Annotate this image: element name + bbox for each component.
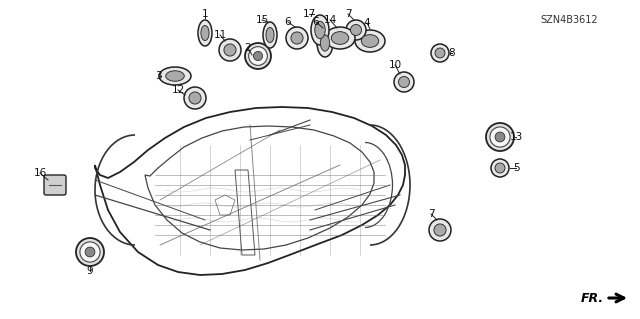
Text: 6: 6 — [313, 17, 319, 27]
Ellipse shape — [317, 29, 333, 57]
Ellipse shape — [266, 27, 274, 42]
Text: 3: 3 — [155, 71, 161, 81]
Ellipse shape — [362, 35, 379, 48]
Circle shape — [76, 238, 104, 266]
Ellipse shape — [263, 22, 277, 48]
Text: 2: 2 — [244, 43, 252, 53]
Circle shape — [486, 123, 514, 151]
Text: 4: 4 — [364, 18, 371, 28]
Ellipse shape — [332, 32, 349, 44]
Circle shape — [394, 72, 414, 92]
Circle shape — [291, 32, 303, 44]
Ellipse shape — [166, 71, 184, 81]
Circle shape — [434, 224, 446, 236]
Circle shape — [351, 25, 362, 35]
Circle shape — [253, 51, 262, 61]
Text: SZN4B3612: SZN4B3612 — [540, 15, 598, 25]
Circle shape — [85, 247, 95, 257]
Ellipse shape — [321, 35, 330, 51]
Circle shape — [435, 48, 445, 58]
Circle shape — [431, 44, 449, 62]
Text: 13: 13 — [509, 132, 523, 142]
Text: 10: 10 — [388, 60, 401, 70]
Circle shape — [224, 44, 236, 56]
Text: 14: 14 — [323, 15, 337, 25]
Text: 17: 17 — [302, 9, 316, 19]
Circle shape — [491, 159, 509, 177]
Text: 12: 12 — [172, 85, 184, 95]
Circle shape — [80, 242, 100, 262]
Text: FR.: FR. — [581, 293, 604, 306]
Text: 7: 7 — [345, 9, 351, 19]
Text: 7: 7 — [428, 209, 435, 219]
Circle shape — [495, 132, 505, 142]
Circle shape — [184, 87, 206, 109]
Text: 6: 6 — [285, 17, 291, 27]
Text: 9: 9 — [86, 266, 93, 276]
Circle shape — [286, 27, 308, 49]
Ellipse shape — [315, 21, 325, 39]
Ellipse shape — [198, 20, 212, 46]
FancyBboxPatch shape — [44, 175, 66, 195]
Text: 16: 16 — [33, 168, 47, 178]
Ellipse shape — [201, 26, 209, 41]
Text: 15: 15 — [255, 15, 269, 25]
Circle shape — [490, 127, 510, 147]
Circle shape — [495, 163, 505, 173]
Ellipse shape — [159, 67, 191, 85]
Text: 8: 8 — [449, 48, 455, 58]
Text: 1: 1 — [202, 9, 208, 19]
Ellipse shape — [311, 15, 329, 45]
Circle shape — [429, 219, 451, 241]
Ellipse shape — [355, 30, 385, 52]
Circle shape — [248, 47, 268, 65]
Text: 11: 11 — [213, 30, 227, 40]
Ellipse shape — [325, 27, 355, 49]
Circle shape — [219, 39, 241, 61]
Circle shape — [399, 77, 410, 87]
Circle shape — [189, 92, 201, 104]
Circle shape — [245, 43, 271, 69]
Text: 5: 5 — [513, 163, 519, 173]
Circle shape — [346, 20, 366, 40]
